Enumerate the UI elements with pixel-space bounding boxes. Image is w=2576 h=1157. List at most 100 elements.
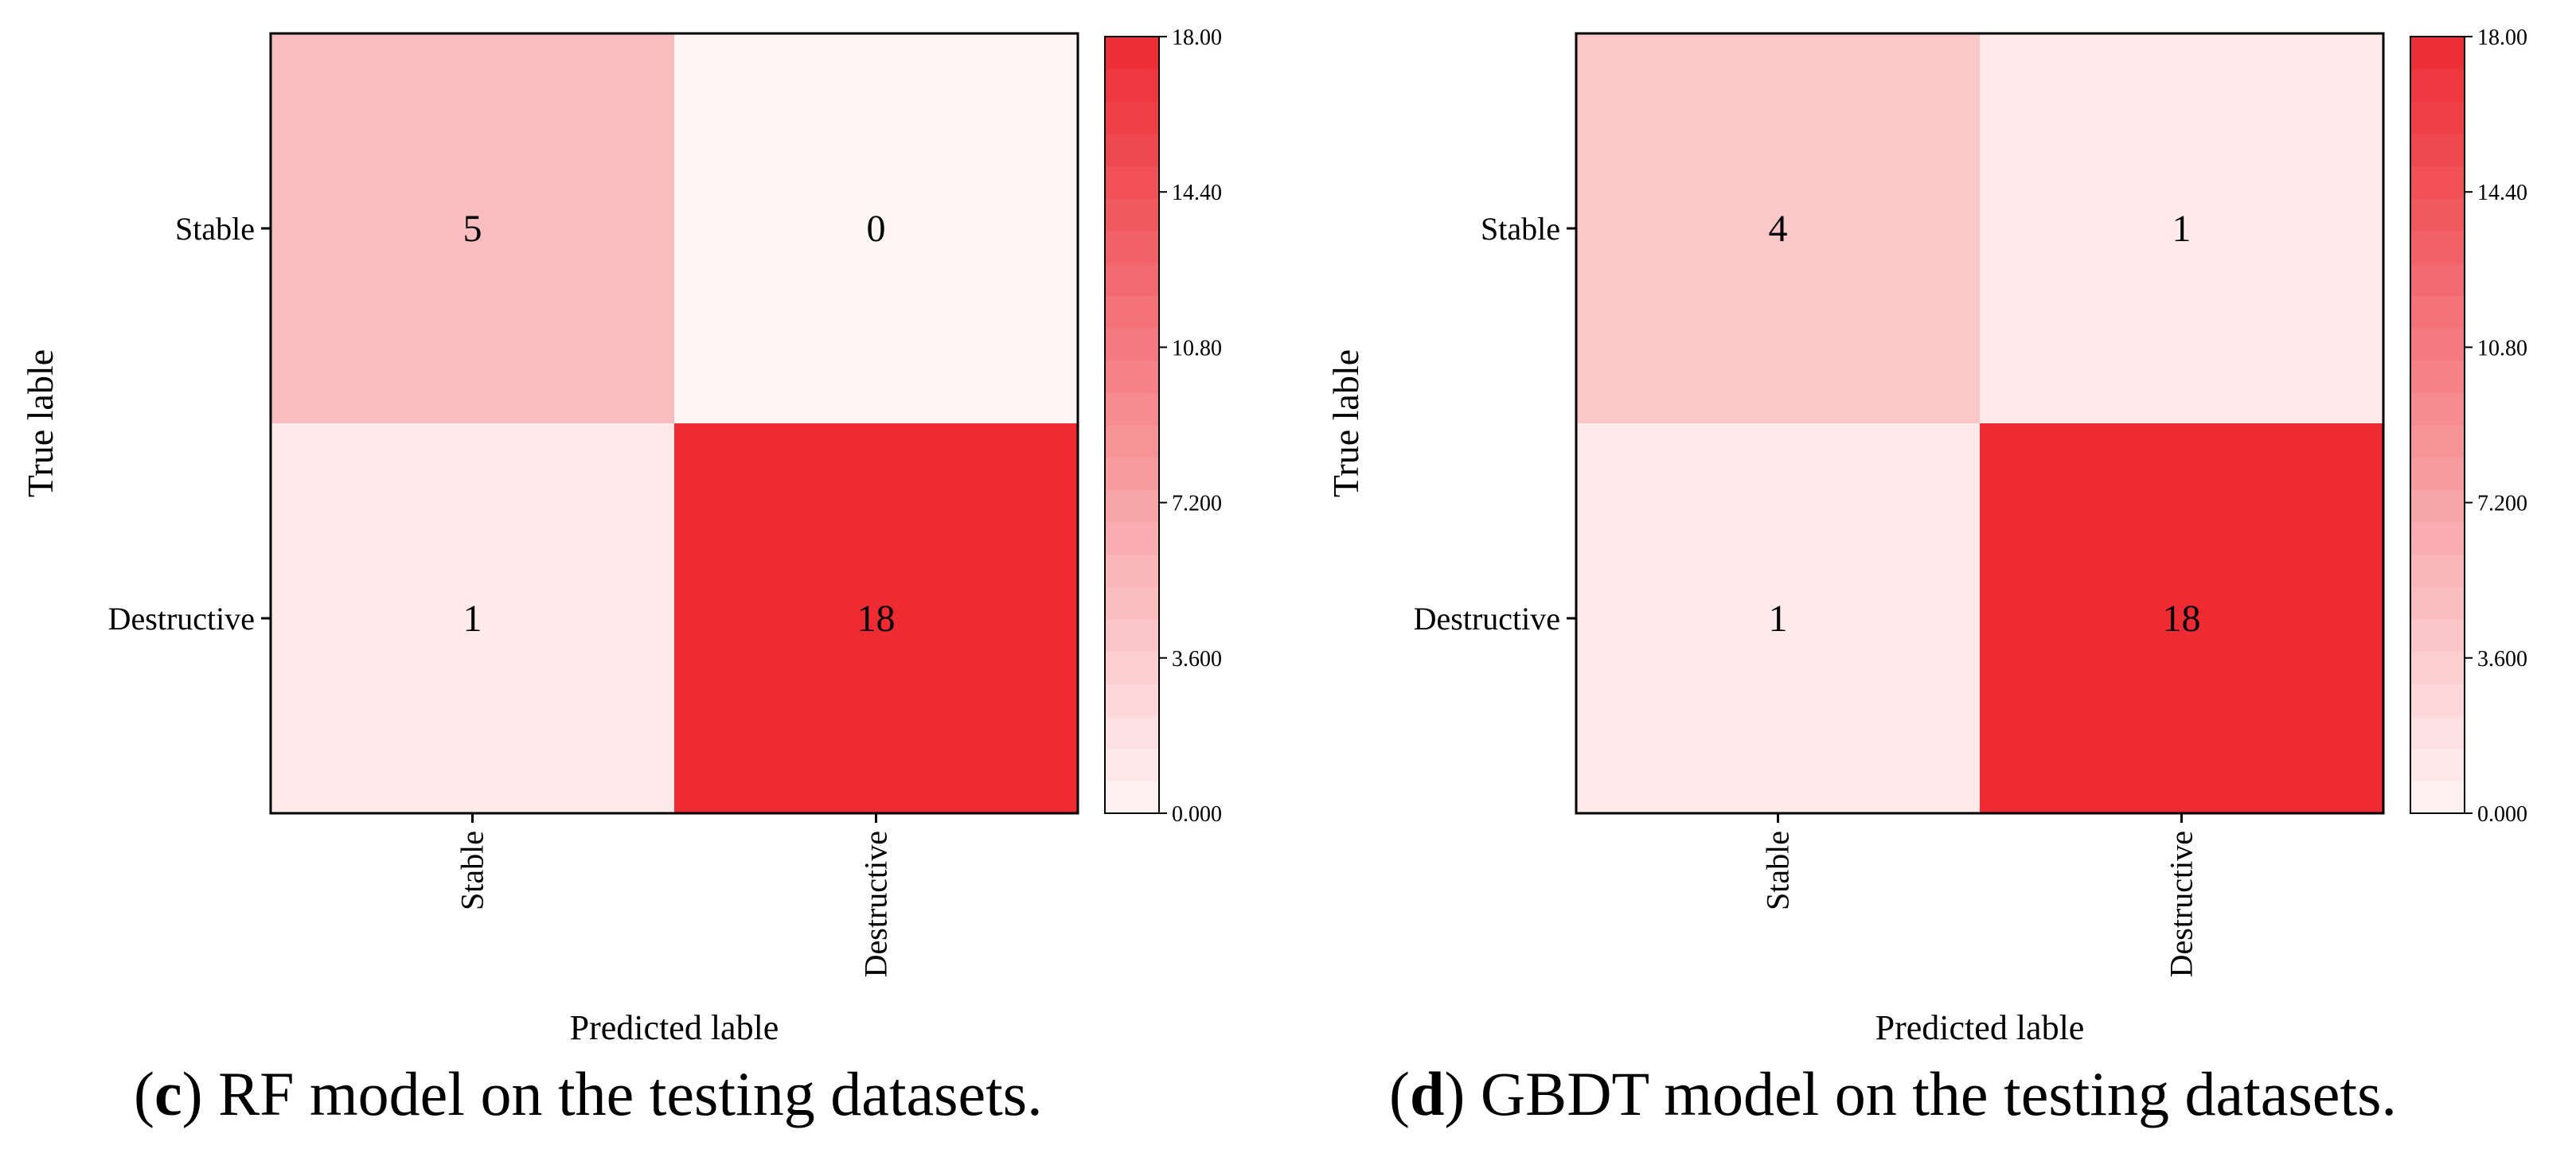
caption-text: ) GBDT model on the testing datasets. [1444,1059,2397,1128]
colorbar-segment [2410,68,2465,102]
colorbar-segment [2410,457,2465,490]
colorbar-tick-label: 3.600 [1172,647,1222,672]
colorbar-segment [1105,263,1159,296]
colorbar-segment [1105,748,1159,781]
y-tick-label: Stable [1481,211,1560,247]
caption-d: (d) GBDT model on the testing datasets. [1389,1059,2397,1128]
colorbar-segment [1105,166,1159,199]
colorbar-tick-label: 3.600 [2477,647,2527,672]
y-axis-title: True lable [1325,349,1366,497]
colorbar-segment [1105,651,1159,684]
colorbar-segment [2410,263,2465,296]
colorbar-tick-label: 0.000 [2477,802,2527,827]
colorbar-segment [2410,684,2465,717]
heatmap-cell [674,423,1078,813]
heatmap-cell [674,33,1078,423]
x-tick-label: Destructive [858,831,894,977]
colorbar-segment [1105,231,1159,264]
colorbar-segment [2410,522,2465,555]
colorbar-segment [1105,781,1159,814]
x-axis-title: Predicted lable [570,1008,779,1047]
colorbar-segment [2410,198,2465,232]
colorbar-segment [1105,37,1159,70]
cell-value-label: 4 [1769,208,1788,250]
heatmap-cell [1980,33,2383,423]
colorbar-frame [1104,36,1160,814]
colorbar-segment [1105,716,1159,750]
heatmap-cell [1576,423,1980,813]
x-axis-title: Predicted lable [1875,1008,2085,1047]
colorbar-segment [1105,489,1159,523]
colorbar-segment [1105,619,1159,653]
colorbar-segment [1105,522,1159,555]
colorbar-segment [1105,101,1159,134]
colorbar-segment [2410,231,2465,264]
colorbar-segment [2410,328,2465,361]
colorbar-segment [2410,295,2465,329]
cell-value-label: 1 [1769,598,1788,640]
colorbar-tick-label: 14.40 [1172,181,1222,205]
confusion-matrix-panel-c: 5 0 1 18 Stable Destructive Stable Destructive P… [20,25,1222,1047]
colorbar-segment [1105,295,1159,329]
colorbar-segment [1105,392,1159,426]
colorbar-tick-label: 18.00 [2477,25,2527,50]
cell-value-label: 1 [2172,208,2192,250]
colorbar-segment [1105,684,1159,717]
colorbar-segment [1105,134,1159,167]
y-tick-label: Destructive [1414,601,1560,637]
cell-value-label: 0 [867,208,886,250]
colorbar-segment [1105,360,1159,393]
colorbar-tick-label: 10.80 [2477,336,2527,360]
colorbar-segment [2410,586,2465,620]
cell-value-label: 5 [463,208,482,250]
colorbar-tick-label: 7.200 [1172,492,1222,516]
colorbar-tick-label: 14.40 [2477,181,2527,205]
cell-value-label: 1 [463,598,482,640]
x-tick-label: Stable [455,831,490,910]
caption-letter: d [1409,1059,1445,1128]
colorbar-tick-label: 0.000 [1172,802,1222,827]
colorbar-segment [2410,748,2465,781]
plot-frame [269,32,1079,815]
colorbar-segment [2410,781,2465,814]
heatmap-cell [1576,33,1980,423]
colorbar-frame [2410,36,2465,814]
heatmap-cell [271,33,674,423]
y-axis-title: True lable [20,349,60,497]
heatmap-cell [1980,423,2383,813]
colorbar-tick-label: 18.00 [1172,25,1222,50]
colorbar-segment [2410,134,2465,167]
colorbar-segment [1105,586,1159,620]
colorbar-segment [1105,425,1159,458]
x-tick-label: Stable [1760,831,1796,910]
colorbar-segment [1105,328,1159,361]
cell-value-label: 18 [2163,598,2201,640]
x-tick-label: Destructive [2164,831,2199,977]
colorbar-segment [2410,392,2465,426]
colorbar-segment [1105,554,1159,587]
colorbar-segment [2410,716,2465,750]
colorbar-segment [2410,554,2465,587]
colorbar-tick-label: 10.80 [1172,336,1222,360]
colorbar-segment [2410,360,2465,393]
caption-letter: c [154,1059,182,1128]
colorbar-segment [2410,425,2465,458]
heatmap-cell [271,423,674,813]
y-tick-label: Destructive [108,601,255,637]
y-tick-label: Stable [175,211,255,247]
caption-text: ) RF model on the testing datasets. [181,1059,1043,1128]
colorbar-segment [2410,651,2465,684]
plot-frame [1575,32,2385,815]
colorbar-segment [1105,198,1159,232]
cell-value-label: 18 [857,598,896,640]
colorbar-segment [2410,37,2465,70]
colorbar-segment [2410,166,2465,199]
colorbar-segment [2410,619,2465,653]
colorbar-segment [1105,68,1159,102]
colorbar-segment [2410,101,2465,134]
colorbar-segment [2410,489,2465,523]
colorbar-segment [1105,457,1159,490]
